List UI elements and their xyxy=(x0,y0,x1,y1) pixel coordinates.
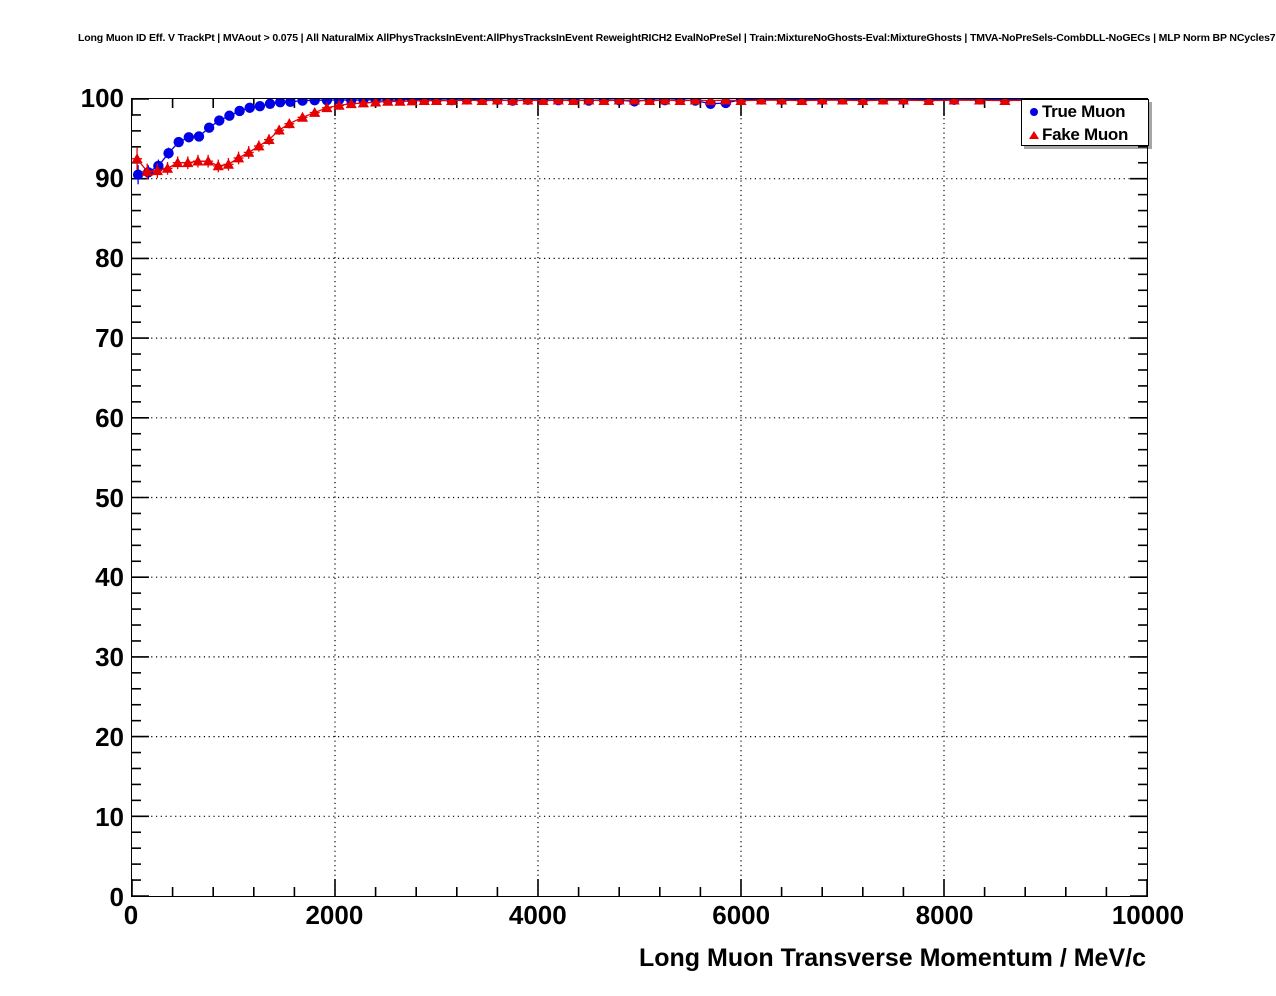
y-tick-label: 70 xyxy=(95,322,124,353)
legend-label: Fake Muon xyxy=(1042,124,1129,144)
legend[interactable]: True Muon Fake Muon xyxy=(1021,99,1149,146)
x-tick-label: 2000 xyxy=(305,900,364,930)
circle-marker-icon xyxy=(1026,107,1041,116)
gridlines xyxy=(132,99,1147,896)
series-fake-muon xyxy=(132,99,1128,180)
x-tick-label: 0 xyxy=(123,900,139,930)
x-tick-label: 6000 xyxy=(712,900,771,930)
y-tick-label: 0 xyxy=(109,882,124,912)
x-tick-label: 8000 xyxy=(915,900,974,930)
x-tick-label: 4000 xyxy=(508,900,567,930)
plot-title: Long Muon ID Eff. V TrackPt | MVAout > 0… xyxy=(78,32,1276,44)
y-tick-label: 60 xyxy=(95,402,124,433)
data-series-layer xyxy=(132,99,1128,185)
y-tick-label: 50 xyxy=(95,482,124,513)
y-tick-label: 30 xyxy=(95,642,124,673)
y-tick-label: 40 xyxy=(95,562,124,593)
legend-label: True Muon xyxy=(1042,101,1126,121)
y-tick-label: 80 xyxy=(95,242,124,273)
axis-ticks xyxy=(132,99,1147,896)
triangle-marker-icon xyxy=(1026,130,1041,139)
y-tick-label: 10 xyxy=(95,802,124,833)
legend-entry-true-muon[interactable]: True Muon xyxy=(1022,100,1148,123)
y-tick-label: 100 xyxy=(80,83,124,113)
y-tick-label: 90 xyxy=(95,162,124,193)
x-tick-label: 10000 xyxy=(1111,900,1185,930)
legend-entry-fake-muon[interactable]: Fake Muon xyxy=(1022,123,1148,146)
plot-frame xyxy=(131,98,1148,897)
y-tick-label: 20 xyxy=(95,722,124,753)
series-true-muon xyxy=(132,99,1127,185)
x-axis-title: Long Muon Transverse Momentum / MeV/c xyxy=(638,944,1146,972)
